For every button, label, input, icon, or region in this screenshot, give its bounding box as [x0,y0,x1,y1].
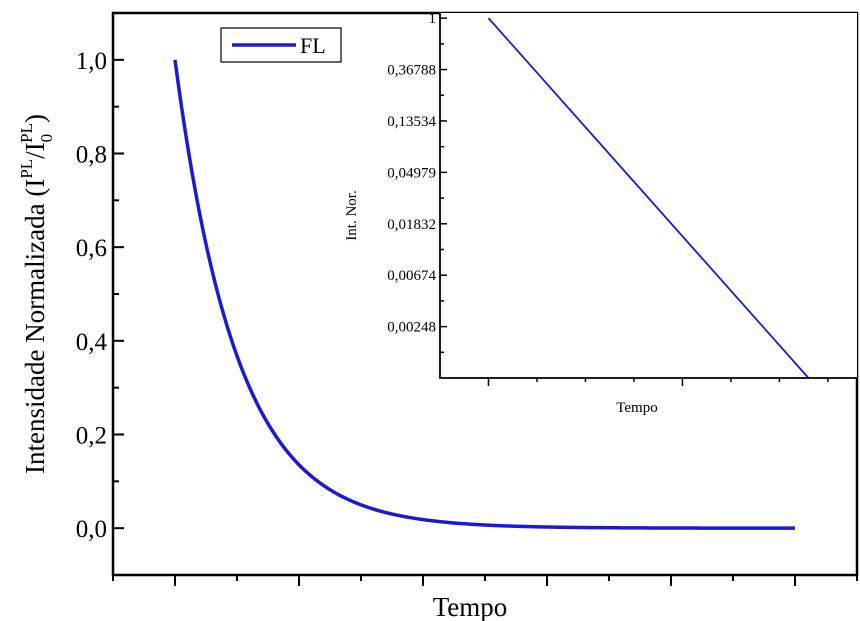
legend-label-fl: FL [300,33,326,58]
inset-series [487,17,810,379]
inset-y-axis-label: Int. Nor. [344,190,360,240]
main-y-tick-label: 0,4 [76,329,108,356]
inset-plot: 1 0,36788 0,13534 0,04979 0,01832 0,00674 0,00… [344,11,857,416]
inset-y-tick-label: 0,13534 [387,114,436,130]
inset-y-tick-label: 0,04979 [387,165,436,181]
inset-series-line [487,17,810,379]
main-series [173,59,796,530]
main-y-tick-label: 1,0 [76,48,107,75]
inset-y-tick-label: 0,00248 [387,320,436,336]
legend: FL [220,27,342,63]
inset-y-tick-label: 0,36788 [387,63,436,79]
main-y-ticks: 0,0 0,2 0,4 0,6 0,8 1,0 [76,12,124,576]
main-x-ticks [112,575,858,586]
main-y-tick-label: 0,2 [76,423,107,450]
series-line-fl [173,59,796,530]
ylabel-sub: 0 [37,134,56,143]
inset-y-tick-label: 0,00674 [387,268,436,284]
ylabel-sup2: PL [17,123,36,143]
ylabel-slash: /I [20,142,50,159]
inset-x-axis-label: Tempo [616,400,657,416]
inset-y-tick-label: 1 [429,11,437,27]
main-y-tick-label: 0,0 [76,516,107,543]
ylabel-sup1: PL [17,159,36,179]
inset-y-tick-label: 0,01832 [387,217,436,233]
main-x-axis-label: Tempo [433,592,508,621]
ylabel-close: ) [20,114,50,123]
main-y-tick-label: 0,6 [76,235,107,262]
main-y-tick-label: 0,8 [76,142,107,169]
inset-y-ticks: 1 0,36788 0,13534 0,04979 0,01832 0,00674 0,00… [387,11,447,354]
ylabel-main: Intensidade Normalizada (I [20,179,50,474]
inset-x-ticks [487,378,829,386]
main-plot: 0,0 0,2 0,4 0,6 0,8 1,0 Tempo Intensidade Nor… [17,11,859,621]
inset-background [440,13,857,378]
main-y-axis-label: Intensidade Normalizada (IPL/I0PL) [17,114,56,474]
inset-axes [439,13,857,379]
